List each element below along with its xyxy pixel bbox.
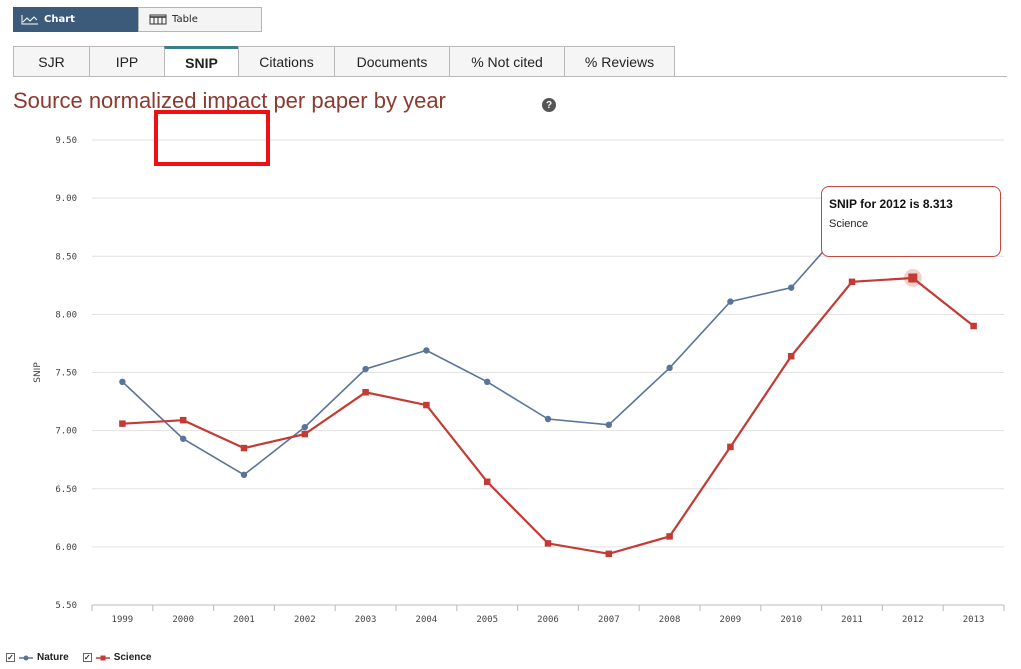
data-point-nature xyxy=(301,423,308,431)
x-tick-label: 2013 xyxy=(963,615,985,625)
data-point-science xyxy=(483,478,491,486)
y-tick-label: 6.50 xyxy=(55,485,77,495)
chart-legend: ✓ Nature ✓ Science xyxy=(6,652,166,663)
x-tick-label: 1999 xyxy=(112,615,134,625)
annotation-highlight-box xyxy=(154,110,270,166)
chart-tooltip: SNIP for 2012 is 8.313 Science xyxy=(821,186,1001,257)
nature-line-marker-icon xyxy=(19,655,33,660)
x-tick-label: 2006 xyxy=(537,615,559,625)
y-tick-label: 8.00 xyxy=(55,310,77,320)
x-tick-label: 2001 xyxy=(233,615,255,625)
data-point-nature xyxy=(727,298,734,305)
chart-axes: 9.50 9.00 8.50 8.00 7.50 7.00 6.50 6.00 5.50 1999… xyxy=(33,136,1005,625)
tab-reviews[interactable]: % Reviews xyxy=(564,46,675,77)
data-point-science xyxy=(240,444,248,452)
legend-item-science[interactable]: ✓ Science xyxy=(82,652,152,663)
data-point-science xyxy=(119,420,126,427)
data-point-science xyxy=(544,540,552,547)
x-tick-label: 2012 xyxy=(902,615,924,625)
y-tick-label: 9.00 xyxy=(55,194,77,204)
x-tick-label: 2009 xyxy=(720,615,742,625)
x-tick-label: 2002 xyxy=(294,615,316,625)
y-tick-label: 8.50 xyxy=(55,252,77,262)
data-point-science xyxy=(362,389,369,396)
checkbox-icon[interactable]: ✓ xyxy=(82,653,92,662)
data-point-nature xyxy=(666,364,673,372)
legend-label-science: Science xyxy=(113,652,152,663)
x-tick-label: 2000 xyxy=(172,615,194,625)
tab-snip[interactable]: SNIP xyxy=(164,46,238,77)
line-chart-icon xyxy=(21,14,39,25)
data-point-science xyxy=(301,430,309,438)
help-icon[interactable]: ? xyxy=(542,98,556,112)
data-point-nature xyxy=(544,415,552,423)
view-toggle: Chart Table xyxy=(13,7,262,32)
data-point-science xyxy=(970,322,977,330)
y-tick-label: 7.50 xyxy=(55,369,77,379)
chart-view-label: Chart xyxy=(44,14,75,25)
data-point-nature xyxy=(180,435,187,442)
series-line-nature xyxy=(121,218,853,476)
data-point-nature xyxy=(240,471,248,478)
x-tick-label: 2011 xyxy=(841,615,863,625)
table-view-button[interactable]: Table xyxy=(138,7,262,32)
legend-item-nature[interactable]: ✓ Nature xyxy=(6,652,69,663)
x-tick-label: 2005 xyxy=(476,615,498,625)
y-tick-label: 5.50 xyxy=(55,601,77,611)
data-point-nature xyxy=(788,284,795,291)
chart-view-button[interactable]: Chart xyxy=(13,7,138,32)
x-tick-label: 2010 xyxy=(780,615,802,625)
x-tick-label: 2007 xyxy=(598,615,620,625)
data-point-science xyxy=(787,352,795,360)
data-point-nature xyxy=(423,347,430,354)
tooltip-title: SNIP for 2012 is 8.313 xyxy=(829,197,953,211)
tab-citations[interactable]: Citations xyxy=(238,46,334,77)
data-point-nature xyxy=(484,378,491,385)
tooltip-series: Science xyxy=(829,218,869,230)
data-point-nature xyxy=(119,378,126,385)
table-view-label: Table xyxy=(172,14,198,25)
data-point-science xyxy=(423,401,430,409)
data-point-science xyxy=(666,533,673,540)
data-point-science xyxy=(179,416,187,424)
chart-title: Source normalized impact per paper by ye… xyxy=(13,88,446,113)
data-point-science xyxy=(848,278,856,286)
data-point-nature xyxy=(362,365,369,373)
data-point-science xyxy=(727,443,734,451)
checkbox-icon[interactable]: ✓ xyxy=(6,653,15,662)
data-point-science-highlighted xyxy=(908,273,918,283)
y-axis-label: SNIP xyxy=(33,362,43,383)
x-tick-label: 2008 xyxy=(659,615,681,625)
tab-sjr[interactable]: SJR xyxy=(13,46,89,77)
legend-label-nature: Nature xyxy=(37,652,69,663)
table-icon xyxy=(149,14,167,25)
y-tick-label: 6.00 xyxy=(55,543,77,553)
x-tick-label: 2003 xyxy=(355,615,377,625)
science-line-marker-icon xyxy=(95,655,110,660)
x-tick-label: 2004 xyxy=(416,615,438,625)
y-tick-label: 9.50 xyxy=(55,136,77,146)
y-tick-label: 7.00 xyxy=(55,427,77,437)
chart-series xyxy=(119,215,977,558)
data-point-science xyxy=(605,550,613,558)
tabs-divider xyxy=(13,76,1007,77)
data-point-nature xyxy=(605,421,612,429)
